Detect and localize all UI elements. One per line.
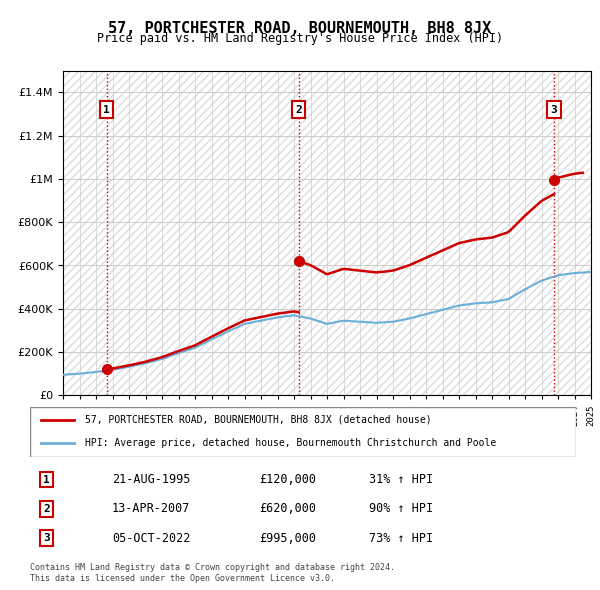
Text: 21-AUG-1995: 21-AUG-1995 <box>112 473 190 486</box>
Text: £620,000: £620,000 <box>259 502 316 516</box>
Text: HPI: Average price, detached house, Bournemouth Christchurch and Poole: HPI: Average price, detached house, Bour… <box>85 438 496 448</box>
Text: 3: 3 <box>43 533 50 543</box>
Text: 57, PORTCHESTER ROAD, BOURNEMOUTH, BH8 8JX: 57, PORTCHESTER ROAD, BOURNEMOUTH, BH8 8… <box>109 21 491 35</box>
Text: Contains HM Land Registry data © Crown copyright and database right 2024.
This d: Contains HM Land Registry data © Crown c… <box>30 563 395 583</box>
Text: 2: 2 <box>295 105 302 114</box>
Text: 90% ↑ HPI: 90% ↑ HPI <box>368 502 433 516</box>
Text: 57, PORTCHESTER ROAD, BOURNEMOUTH, BH8 8JX (detached house): 57, PORTCHESTER ROAD, BOURNEMOUTH, BH8 8… <box>85 415 431 425</box>
Text: 73% ↑ HPI: 73% ↑ HPI <box>368 532 433 545</box>
FancyBboxPatch shape <box>30 407 576 457</box>
Text: 1: 1 <box>103 105 110 114</box>
Text: 05-OCT-2022: 05-OCT-2022 <box>112 532 190 545</box>
Text: 2: 2 <box>43 504 50 514</box>
Text: Price paid vs. HM Land Registry's House Price Index (HPI): Price paid vs. HM Land Registry's House … <box>97 32 503 45</box>
Text: 3: 3 <box>551 105 557 114</box>
Text: 1: 1 <box>43 474 50 484</box>
Text: 13-APR-2007: 13-APR-2007 <box>112 502 190 516</box>
Text: £995,000: £995,000 <box>259 532 316 545</box>
Text: £120,000: £120,000 <box>259 473 316 486</box>
Text: 31% ↑ HPI: 31% ↑ HPI <box>368 473 433 486</box>
